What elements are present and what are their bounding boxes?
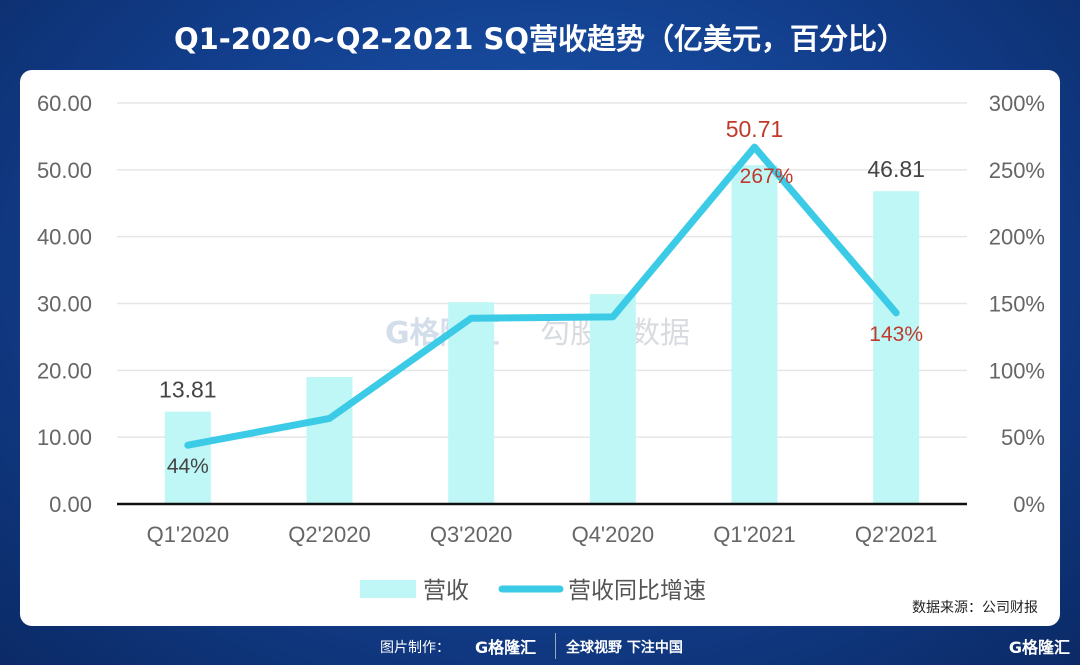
bar [306,377,353,504]
left-tick-label: 40.00 [37,225,92,250]
chart-card: G格隆汇 勾股大数据 0.0010.0020.0030.0040.0050.00… [20,70,1060,626]
right-tick-label: 250% [989,158,1045,183]
left-tick-label: 20.00 [37,358,92,383]
footer-logo-right: G格隆汇 [1008,638,1070,657]
right-tick-label: 200% [989,225,1045,250]
bar-data-label: 13.81 [159,377,217,403]
bar [731,165,778,504]
x-tick-label: Q3'2020 [430,522,513,547]
right-tick-label: 100% [989,358,1045,383]
x-tick-label: Q1'2020 [147,522,230,547]
left-tick-label: 30.00 [37,292,92,317]
x-tick-label: Q4'2020 [572,522,655,547]
line-data-label: 143% [869,323,923,346]
left-tick-label: 50.00 [37,158,92,183]
footer-divider [555,633,556,659]
legend-label-line: 营收同比增速 [568,578,706,604]
footer: 图片制作： G格隆汇 全球视野 下注中国 G格隆汇 [0,633,1080,661]
left-tick-label: 60.00 [37,91,92,116]
footer-maker: 图片制作： [380,640,450,656]
right-tick-label: 150% [989,292,1045,317]
footer-logo: G格隆汇 [475,638,537,657]
bar [589,294,636,504]
chart: 0.00 10.00 20.00 30.00 40.00 50.00 60.00 0% 50% 1… [37,91,1045,604]
line-series [184,143,900,449]
right-tick-label: 50% [1001,425,1045,450]
right-tick-label: 300% [989,91,1045,116]
bar-data-label: 50.71 [726,116,784,142]
left-tick-label: 0.00 [49,492,92,517]
chart-title: Q1-2020~Q2-2021 SQ营收趋势（亿美元，百分比） [173,22,907,56]
line-data-label: 267% [740,165,794,188]
bar [164,411,211,504]
legend-label-bar: 营收 [423,578,469,604]
bar-data-label: 46.81 [867,156,925,182]
x-tick-label: Q1'2021 [713,522,796,547]
footer-slogan: 全球视野 下注中国 [566,640,683,656]
right-tick-label: 0% [1013,492,1045,517]
line-data-label: 44% [167,455,209,478]
bar [873,191,920,504]
legend-swatch-bar [360,580,416,598]
x-tick-label: Q2'2020 [288,522,371,547]
bar [448,302,495,504]
data-source: 数据来源：公司财报 [912,600,1038,616]
left-tick-label: 10.00 [37,425,92,450]
x-tick-label: Q2'2021 [855,522,938,547]
